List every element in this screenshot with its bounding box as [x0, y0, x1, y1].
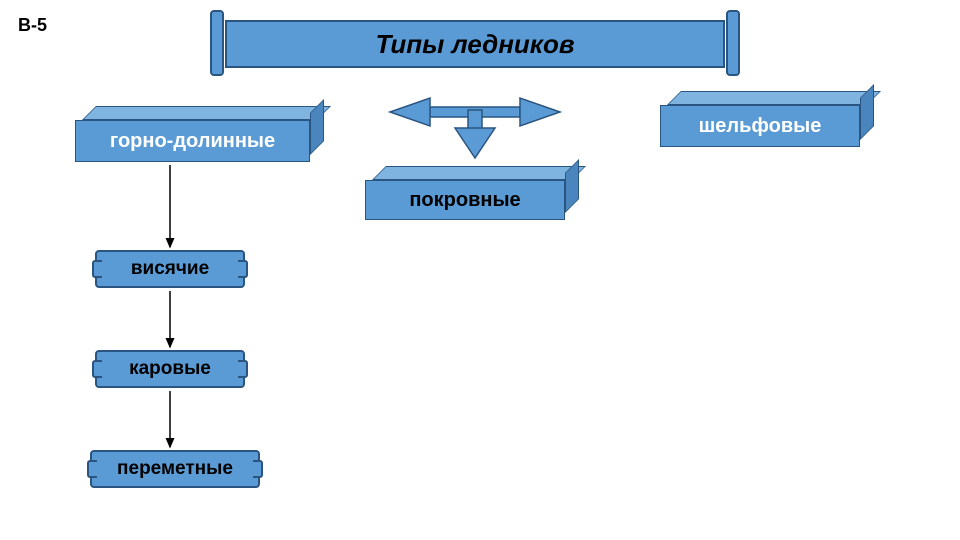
arrow-down	[455, 128, 495, 158]
corner-label: В-5	[18, 15, 47, 36]
mini-label: висячие	[131, 258, 209, 280]
title-text: Типы ледников	[375, 29, 574, 60]
mini-cirque: каровые	[95, 350, 245, 388]
arrow-left	[390, 98, 430, 126]
mini-label: каровые	[129, 358, 211, 380]
arrow-right	[520, 98, 560, 126]
title-banner: Типы ледников	[225, 20, 725, 68]
mini-hanging: висячие	[95, 250, 245, 288]
branch-arrows	[390, 98, 560, 158]
arrow-bar-v	[468, 110, 482, 130]
mini-label: переметные	[117, 458, 233, 480]
arrow-bar-h	[430, 107, 520, 117]
box-label: горно-долинные	[110, 130, 275, 153]
mini-transection: переметные	[90, 450, 260, 488]
title-cap-left	[210, 10, 224, 76]
box-label: покровные	[409, 189, 520, 212]
box-label: шельфовые	[699, 115, 822, 138]
title-cap-right	[726, 10, 740, 76]
